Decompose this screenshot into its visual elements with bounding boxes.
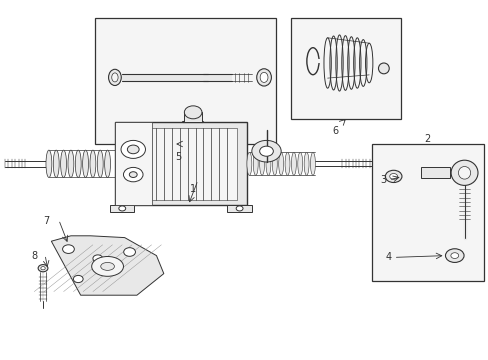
Ellipse shape — [450, 160, 477, 185]
Ellipse shape — [101, 262, 114, 270]
Circle shape — [119, 206, 125, 211]
Bar — [290, 18, 400, 119]
Bar — [316, 59, 322, 63]
Ellipse shape — [53, 150, 59, 177]
Ellipse shape — [385, 170, 401, 183]
Ellipse shape — [82, 150, 88, 177]
Ellipse shape — [104, 150, 110, 177]
Circle shape — [123, 248, 135, 256]
Bar — [420, 167, 449, 178]
Bar — [115, 122, 246, 205]
Ellipse shape — [450, 253, 458, 258]
Ellipse shape — [272, 152, 277, 175]
Ellipse shape — [46, 150, 52, 177]
Text: 6: 6 — [331, 126, 337, 136]
Ellipse shape — [259, 152, 264, 175]
Ellipse shape — [111, 73, 118, 82]
Polygon shape — [51, 236, 163, 295]
Ellipse shape — [108, 69, 121, 86]
Text: 2: 2 — [424, 134, 430, 144]
Text: 3: 3 — [380, 175, 386, 185]
Circle shape — [184, 106, 202, 119]
Circle shape — [236, 206, 243, 211]
Ellipse shape — [92, 256, 123, 276]
Bar — [95, 18, 276, 144]
Ellipse shape — [68, 150, 74, 177]
Ellipse shape — [256, 69, 271, 86]
Text: 1: 1 — [190, 184, 196, 194]
Circle shape — [62, 245, 74, 253]
Text: 8: 8 — [31, 251, 37, 261]
Text: 7: 7 — [43, 216, 49, 226]
Ellipse shape — [389, 174, 397, 179]
Text: 4: 4 — [385, 252, 391, 262]
Text: 5: 5 — [175, 152, 181, 162]
Ellipse shape — [285, 152, 289, 175]
Circle shape — [121, 140, 145, 158]
Circle shape — [251, 140, 281, 162]
Ellipse shape — [457, 166, 469, 179]
Bar — [203, 74, 232, 81]
Ellipse shape — [265, 152, 270, 175]
Ellipse shape — [445, 249, 463, 262]
Bar — [110, 205, 134, 212]
Ellipse shape — [291, 152, 296, 175]
Bar — [115, 122, 151, 205]
Ellipse shape — [278, 152, 283, 175]
Bar — [371, 144, 483, 281]
Ellipse shape — [246, 152, 251, 175]
Ellipse shape — [97, 150, 103, 177]
Circle shape — [123, 167, 142, 182]
Circle shape — [129, 172, 137, 177]
Ellipse shape — [297, 152, 302, 175]
Bar — [227, 205, 251, 212]
Circle shape — [259, 146, 273, 156]
Bar — [151, 128, 237, 200]
Bar — [122, 74, 207, 81]
Ellipse shape — [310, 152, 315, 175]
Ellipse shape — [38, 265, 48, 272]
Ellipse shape — [75, 150, 81, 177]
Bar — [184, 112, 202, 122]
Ellipse shape — [304, 152, 308, 175]
Ellipse shape — [378, 63, 388, 74]
Circle shape — [127, 145, 139, 154]
Ellipse shape — [90, 150, 96, 177]
Ellipse shape — [253, 152, 258, 175]
Circle shape — [73, 275, 83, 283]
Ellipse shape — [41, 266, 45, 270]
Ellipse shape — [61, 150, 66, 177]
Ellipse shape — [260, 72, 267, 82]
Circle shape — [93, 255, 102, 262]
